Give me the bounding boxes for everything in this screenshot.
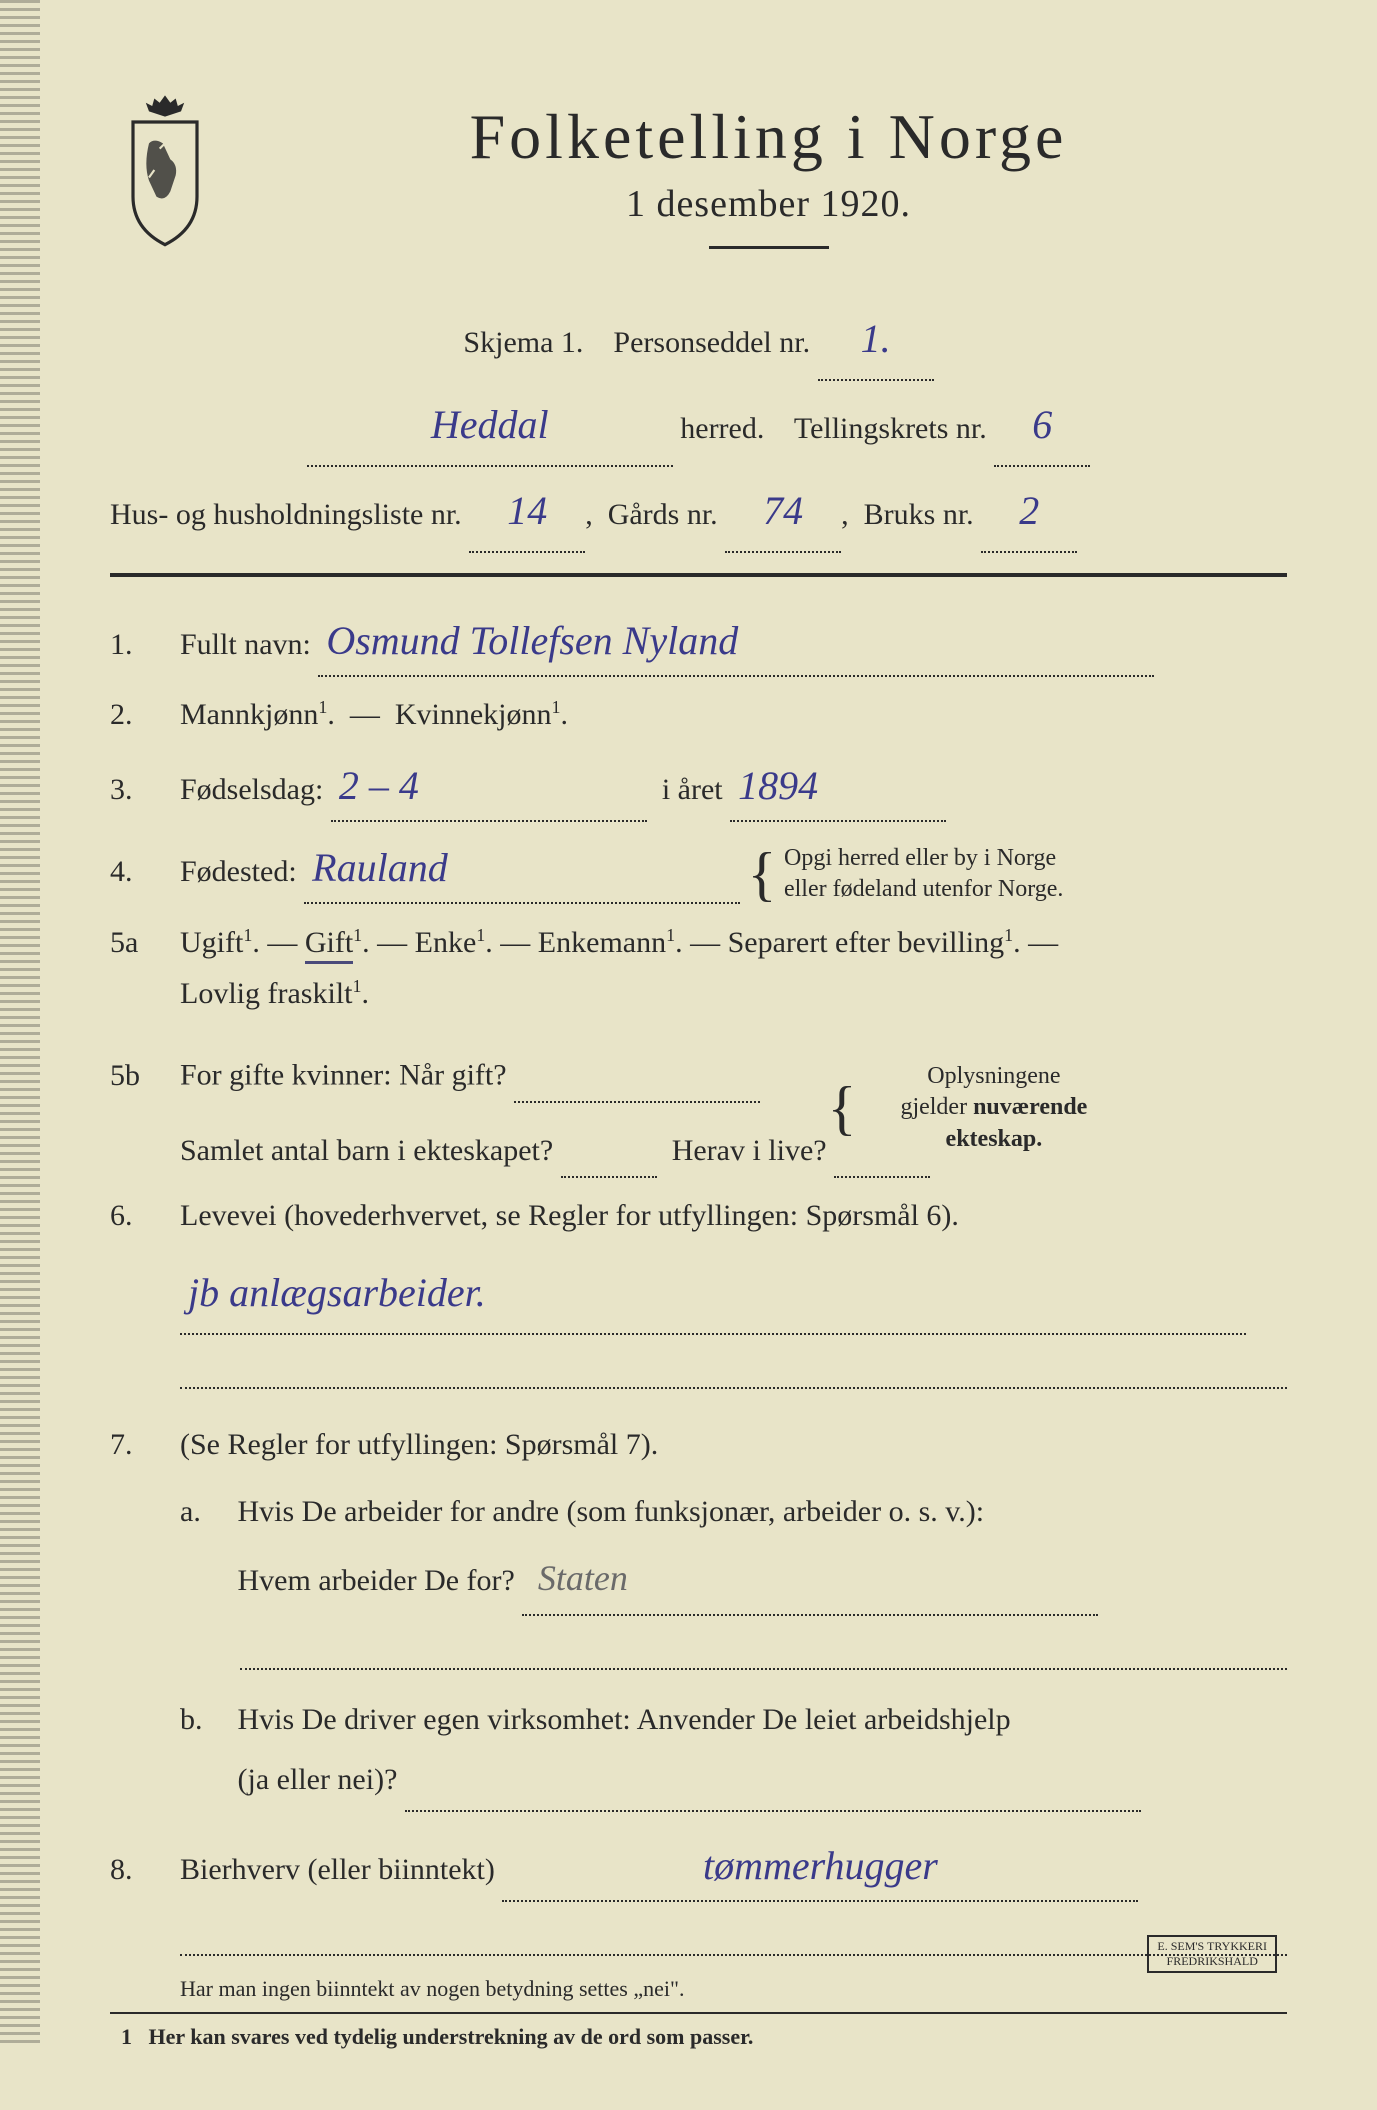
q8-blank-line <box>180 1914 1287 1956</box>
q5b-note2: gjelder nuværende <box>900 1094 1087 1120</box>
footnote: 1 Her kan svares ved tydelig understrekn… <box>110 2012 1287 2050</box>
q1-value: Osmund Tollefsen Nyland <box>326 618 738 663</box>
q7-num: 7. <box>110 1428 180 1462</box>
divider-thick <box>110 573 1287 577</box>
q7a-label: a. <box>180 1482 230 1542</box>
q4-label: Fødested: <box>180 855 297 888</box>
q8-row: 8. Bierhverv (eller biinntekt) tømmerhug… <box>110 1832 1287 1902</box>
q4-num: 4. <box>110 855 180 889</box>
main-title: Folketelling i Norge <box>250 100 1287 174</box>
personseddel-nr: 1. <box>861 316 891 361</box>
q5b-note1: Oplysningene <box>927 1063 1060 1089</box>
q4-value: Rauland <box>312 845 448 890</box>
q2-num: 2. <box>110 698 180 732</box>
q6-row: 6. Levevei (hovederhvervet, se Regler fo… <box>110 1190 1287 1241</box>
q3-num: 3. <box>110 773 180 807</box>
q2-text: Mannkjønn1. — Kvinnekjønn1. <box>180 689 1287 740</box>
q5b-row: 5b For gifte kvinner: Når gift? { Oplysn… <box>110 1031 1287 1178</box>
tellingskrets-label: Tellingskrets nr. <box>794 412 987 445</box>
q5b-note3: ekteskap. <box>946 1126 1043 1152</box>
q7a-value: Staten <box>538 1558 628 1598</box>
q5a-row: 5a Ugift1. — Gift1. — Enke1. — Enkemann1… <box>110 917 1287 1019</box>
q3-year: 1894 <box>738 763 818 808</box>
q5a-options: Ugift1. — Gift1. — Enke1. — Enkemann1. —… <box>180 917 1287 1019</box>
footnote-text: Her kan svares ved tydelig understreknin… <box>149 2024 754 2049</box>
q6-blank-line <box>180 1347 1287 1389</box>
gards-label: Gårds nr. <box>608 498 718 531</box>
title-divider <box>709 246 829 249</box>
q8-value: tømmerhugger <box>703 1843 938 1888</box>
printer-stamp: E. SEM'S TRYKKERI FREDRIKSHALD <box>1147 1935 1277 1973</box>
q3-day: 2 – 4 <box>339 763 419 808</box>
q4-note1: Opgi herred eller by i Norge <box>784 845 1056 871</box>
q7a-text2: Hvem arbeider De for? <box>238 1564 515 1597</box>
footnote-num: 1 <box>121 2024 132 2049</box>
q7b-text1: Hvis De driver egen virksomhet: Anvender… <box>238 1703 1011 1736</box>
q3-label: Fødselsdag: <box>180 773 323 806</box>
q7b-label: b. <box>180 1690 230 1750</box>
q7b-row: b. Hvis De driver egen virksomhet: Anven… <box>180 1690 1287 1812</box>
q7a-row: a. Hvis De arbeider for andre (som funks… <box>180 1482 1287 1616</box>
q5b-num: 5b <box>110 1059 180 1093</box>
q7b-text2: (ja eller nei)? <box>238 1763 398 1796</box>
q2-row: 2. Mannkjønn1. — Kvinnekjønn1. <box>110 689 1287 740</box>
gards-nr: 74 <box>763 488 803 533</box>
q7-row: 7. (Se Regler for utfyllingen: Spørsmål … <box>110 1419 1287 1470</box>
q5b-label2: Samlet antal barn i ekteskapet? <box>180 1134 553 1167</box>
q5a-num: 5a <box>110 926 180 960</box>
q7-label: (Se Regler for utfyllingen: Spørsmål 7). <box>180 1419 1287 1470</box>
q7a-text1: Hvis De arbeider for andre (som funksjon… <box>238 1495 985 1528</box>
tellingskrets-nr: 6 <box>1032 402 1052 447</box>
q1-row: 1. Fullt navn: Osmund Tollefsen Nyland <box>110 607 1287 677</box>
census-form: Folketelling i Norge 1 desember 1920. Sk… <box>0 0 1377 2110</box>
q4-row: 4. Fødested: Rauland { Opgi herred eller… <box>110 834 1287 905</box>
q6-value-line: jb anlægsarbeider. <box>110 1253 1287 1335</box>
header: Folketelling i Norge 1 desember 1920. <box>110 80 1287 279</box>
stamp-line1: E. SEM'S TRYKKERI <box>1157 1939 1267 1953</box>
skjema-label: Skjema 1. <box>463 326 583 359</box>
husliste-line: Hus- og husholdningsliste nr. 14, Gårds … <box>110 471 1287 553</box>
date-subtitle: 1 desember 1920. <box>250 182 1287 226</box>
bruks-nr: 2 <box>1019 488 1039 533</box>
herred-label: herred. <box>680 412 764 445</box>
q3-year-label: i året <box>662 773 723 806</box>
herred-line: Heddal herred. Tellingskrets nr. 6 <box>110 385 1287 467</box>
skjema-line: Skjema 1. Personseddel nr. 1. <box>110 299 1287 381</box>
footer-note: Har man ingen biinntekt av nogen betydni… <box>110 1976 1287 2002</box>
q3-row: 3. Fødselsdag: 2 – 4 i året 1894 <box>110 752 1287 822</box>
q5b-label1: For gifte kvinner: Når gift? <box>180 1059 507 1092</box>
stamp-line2: FREDRIKSHALD <box>1167 1954 1258 1968</box>
bruks-label: Bruks nr. <box>864 498 974 531</box>
q6-num: 6. <box>110 1199 180 1233</box>
personseddel-label: Personseddel nr. <box>613 326 810 359</box>
q1-num: 1. <box>110 628 180 662</box>
q8-num: 8. <box>110 1853 180 1887</box>
herred-value: Heddal <box>431 402 549 447</box>
q7a-blank-line <box>240 1628 1287 1670</box>
husliste-nr: 14 <box>507 488 547 533</box>
q4-note2: eller fødeland utenfor Norge. <box>784 876 1063 902</box>
q8-label: Bierhverv (eller biinntekt) <box>180 1853 495 1886</box>
husliste-label: Hus- og husholdningsliste nr. <box>110 498 462 531</box>
coat-of-arms-icon <box>110 90 220 250</box>
q5b-label3: Herav i live? <box>672 1134 827 1167</box>
q6-value: jb anlægsarbeider. <box>188 1270 486 1315</box>
q1-label: Fullt navn: <box>180 628 311 661</box>
q6-label: Levevei (hovederhvervet, se Regler for u… <box>180 1199 959 1232</box>
